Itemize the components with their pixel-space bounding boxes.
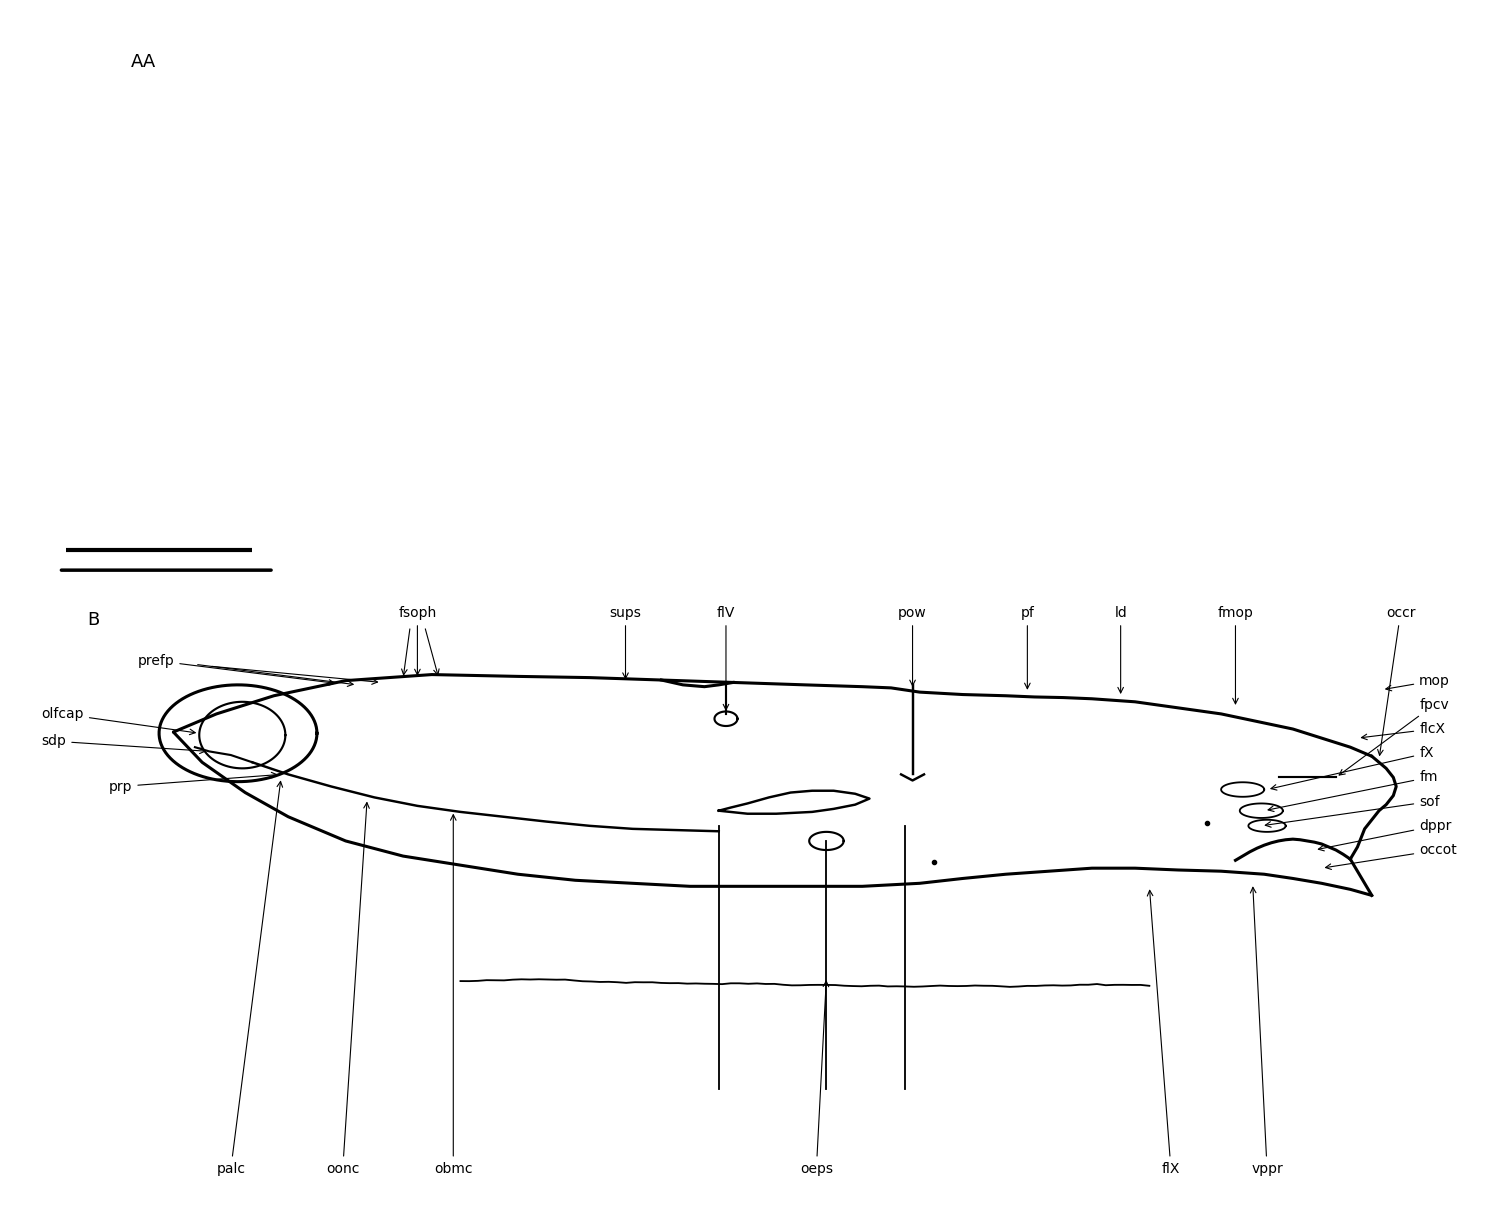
Text: olfcap: olfcap	[42, 707, 196, 734]
Text: oonc: oonc	[326, 802, 369, 1176]
Text: fmop: fmop	[1217, 606, 1253, 704]
Text: occot: occot	[1326, 843, 1458, 870]
Text: obmc: obmc	[434, 814, 472, 1176]
Text: fsoph: fsoph	[398, 606, 437, 675]
Text: prefp: prefp	[138, 653, 335, 685]
Text: B: B	[87, 611, 100, 629]
Text: sups: sups	[610, 606, 641, 679]
Text: flcX: flcX	[1362, 722, 1446, 739]
Text: prp: prp	[109, 772, 277, 794]
Text: fm: fm	[1268, 771, 1438, 812]
Text: ld: ld	[1114, 606, 1127, 693]
Text: fpcv: fpcv	[1340, 698, 1449, 776]
Text: mop: mop	[1386, 674, 1450, 691]
Text: palc: palc	[217, 782, 283, 1176]
Text: pf: pf	[1021, 606, 1035, 688]
Text: sof: sof	[1265, 795, 1440, 828]
Text: fX: fX	[1271, 747, 1434, 790]
Text: flV: flV	[716, 606, 736, 710]
Text: sdp: sdp	[42, 734, 205, 754]
Text: oeps: oeps	[800, 981, 833, 1176]
Text: dppr: dppr	[1319, 819, 1452, 851]
Text: pow: pow	[898, 606, 927, 686]
Text: AA: AA	[130, 53, 155, 71]
Text: occr: occr	[1377, 606, 1416, 755]
Text: vppr: vppr	[1250, 887, 1283, 1176]
Text: flX: flX	[1147, 891, 1180, 1176]
